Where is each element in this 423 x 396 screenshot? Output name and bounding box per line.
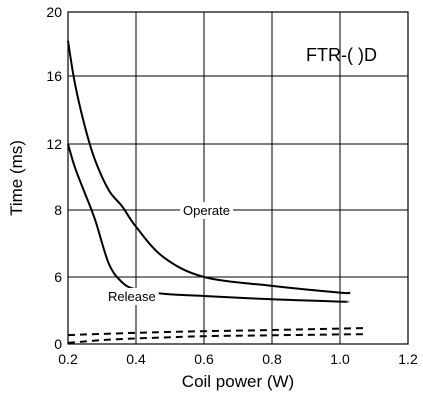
x-tick-label: 0.4 bbox=[126, 351, 146, 367]
x-axis-title: Coil power (W) bbox=[182, 372, 294, 391]
x-tick-label: 0.6 bbox=[194, 351, 214, 367]
series-line-3 bbox=[67, 327, 364, 337]
x-tick-label: 0.2 bbox=[58, 351, 78, 367]
series-line-4 bbox=[67, 333, 364, 344]
x-tick-label: 1.2 bbox=[398, 351, 418, 367]
release-label-background bbox=[105, 288, 159, 305]
tick-labels: 0.2 0.4 0.6 0.8 1.0 1.2 0 6 8 12 16 20 bbox=[46, 4, 418, 367]
y-tick-label: 6 bbox=[54, 269, 62, 285]
curve-layer bbox=[67, 40, 364, 344]
model-label: FTR-( )D bbox=[306, 45, 377, 65]
y-tick-label: 12 bbox=[46, 136, 62, 152]
x-tick-label: 0.8 bbox=[262, 351, 282, 367]
y-tick-label: 16 bbox=[46, 68, 62, 84]
series-line-1 bbox=[67, 40, 351, 295]
y-axis-title: Time (ms) bbox=[7, 140, 26, 216]
operate-label: Operate bbox=[183, 203, 230, 218]
x-tick-label: 1.0 bbox=[330, 351, 350, 367]
plot-frame bbox=[67, 11, 409, 345]
series-line-2 bbox=[67, 143, 349, 303]
operate-label-background bbox=[180, 202, 233, 219]
y-tick-label: 0 bbox=[54, 336, 62, 352]
release-label: Release bbox=[108, 289, 156, 304]
y-tick-label: 20 bbox=[46, 4, 62, 20]
y-tick-label: 8 bbox=[54, 202, 62, 218]
